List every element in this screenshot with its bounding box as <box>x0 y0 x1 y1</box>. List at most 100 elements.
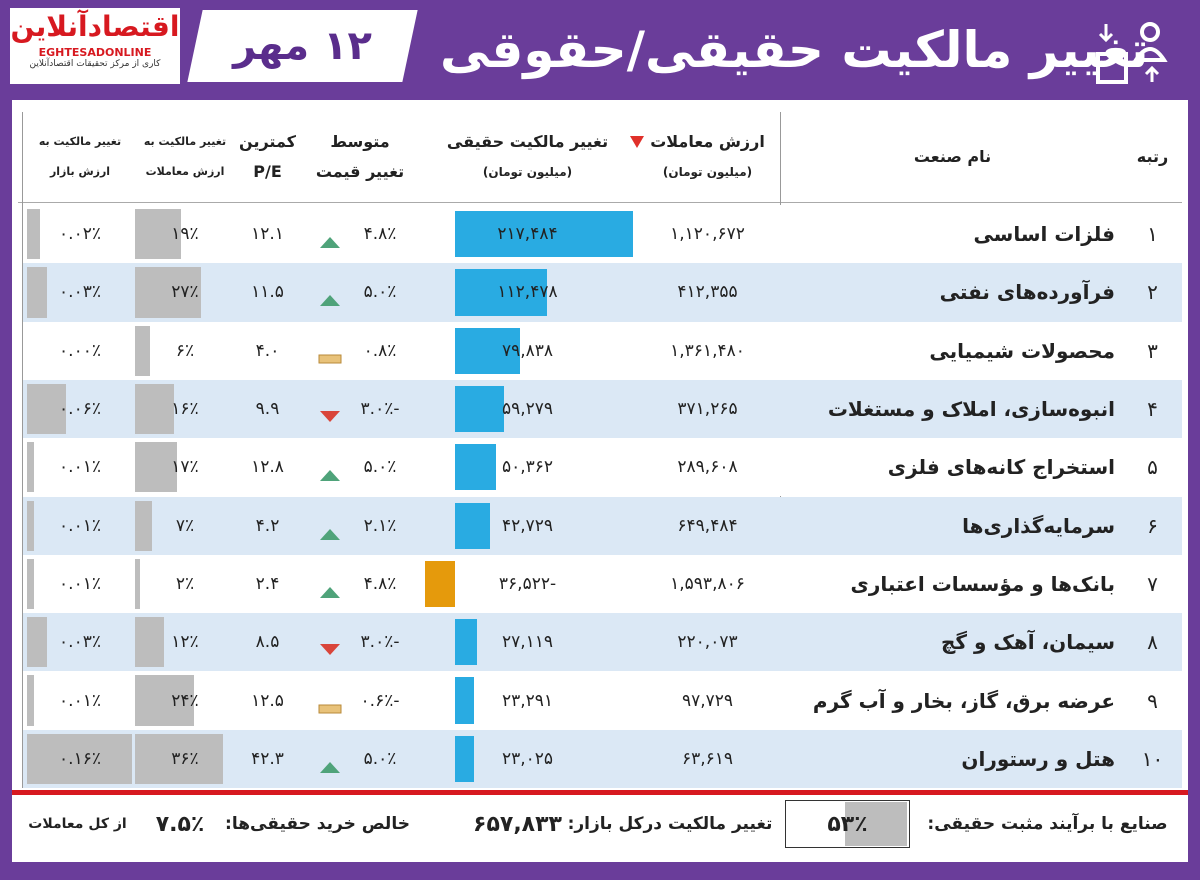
change-to-trade: ۲۷٪ <box>171 282 199 303</box>
change-to-trade: ۷٪ <box>175 515 195 536</box>
change-to-market: ۰.۰۱٪ <box>59 573 101 594</box>
real-change: ۲۷,۱۱۹ <box>501 632 554 653</box>
change-to-trade: ۶٪ <box>175 340 195 361</box>
change-to-market: ۰.۰۱٪ <box>59 515 101 536</box>
avg-price-change: ۵.۰٪ <box>363 282 397 303</box>
trend-icon <box>318 467 342 483</box>
positive-bar <box>845 802 907 846</box>
column-header: رتبه <box>1125 112 1180 202</box>
real-change: ۲۱۷,۴۸۴ <box>497 224 558 245</box>
real-change: ۴۲,۷۲۹ <box>501 515 554 536</box>
trade-value: ۴۱۲,۳۵۵ <box>677 282 738 303</box>
trade-value: ۱,۵۹۳,۸۰۶ <box>670 573 745 594</box>
real-change-bar <box>455 327 521 374</box>
change-to-market: ۰.۰۶٪ <box>59 399 101 420</box>
header-line: P/E <box>253 162 282 181</box>
real-change-bar <box>455 735 474 782</box>
trend-icon <box>318 759 342 775</box>
change-to-trade: ۲٪ <box>175 573 195 594</box>
rank: ۶ <box>1147 513 1158 538</box>
column-rule <box>22 112 23 788</box>
trade-value: ۹۷,۷۲۹ <box>681 690 734 711</box>
avg-price-change: ۵.۰٪ <box>363 457 397 478</box>
positive-value: ۵۳٪ <box>827 811 868 837</box>
trade-value: ۶۴۹,۴۸۴ <box>677 515 738 536</box>
logo: اقتصادآنلاین EGHTESADONLINE کاری از مرکز… <box>10 8 180 84</box>
industry: محصولات شیمیایی <box>929 338 1115 363</box>
trade-ratio-bar <box>135 325 150 376</box>
real-change: ۱۱۲,۴۷۸ <box>497 282 558 303</box>
avg-price-change: -۰.۶٪ <box>360 690 400 711</box>
rank: ۵ <box>1147 455 1158 480</box>
change-to-trade: ۲۴٪ <box>171 690 199 711</box>
trade-ratio-bar <box>135 267 201 318</box>
trend-icon <box>318 292 342 308</box>
title-icon <box>1096 22 1168 84</box>
trend-icon <box>318 351 342 367</box>
header-line: ارزش بازار <box>49 165 111 178</box>
trade-ratio-bar <box>135 675 194 726</box>
header-line: تغییر قیمت <box>315 162 405 181</box>
trade-ratio-bar <box>135 209 182 260</box>
avg-price-change: ۴.۸٪ <box>363 224 397 245</box>
change-to-trade: ۱۷٪ <box>171 457 199 478</box>
industry: بانک‌ها و مؤسسات اعتباری <box>850 571 1115 596</box>
column-header: ارزش معاملات (میلیون تومان) <box>635 112 780 202</box>
change-to-market: ۰.۰۱٪ <box>59 457 101 478</box>
avg-price-change: -۳.۰٪ <box>360 632 400 653</box>
industry: فلزات اساسی <box>973 222 1115 247</box>
real-change: ۵۹,۲۷۹ <box>501 399 554 420</box>
sort-indicator <box>630 136 644 148</box>
real-change: ۵۰,۳۶۲ <box>501 457 554 478</box>
positive-label: صنایع با برآیند مثبت حقیقی: <box>927 814 1168 834</box>
market-ratio-bar <box>27 209 41 260</box>
net-label: خالص خرید حقیقی‌ها: <box>225 814 410 834</box>
min-pe: ۸.۵ <box>255 632 280 653</box>
column-header: متوسط تغییر قیمت <box>300 112 420 202</box>
real-change-bar <box>455 502 490 549</box>
industry: عرضه برق، گاز، بخار و آب گرم <box>812 688 1115 713</box>
trade-ratio-bar <box>135 500 153 551</box>
avg-price-change: ۵.۰٪ <box>363 748 397 769</box>
industry: فرآورده‌های نفتی <box>939 280 1115 305</box>
min-pe: ۴.۲ <box>255 515 280 536</box>
industry: هتل و رستوران <box>961 746 1115 771</box>
row-background <box>23 496 1182 555</box>
real-change-bar <box>455 269 548 316</box>
change-to-market: ۰.۰۱٪ <box>59 690 101 711</box>
trend-icon <box>318 642 342 658</box>
real-change-bar <box>455 444 497 491</box>
market-ratio-bar <box>27 558 34 610</box>
min-pe: ۱۲.۸ <box>251 457 284 478</box>
rank: ۷ <box>1147 571 1158 596</box>
change-to-market: ۰.۰۳٪ <box>59 282 101 303</box>
min-pe: ۲.۴ <box>255 573 280 594</box>
column-header: کمترین P/E <box>235 112 300 202</box>
header-line: (میلیون تومان) <box>482 165 573 179</box>
header-line: نام صنعت <box>913 147 992 166</box>
footer-rule <box>12 790 1188 795</box>
trade-ratio-bar <box>135 617 165 668</box>
real-change-bar <box>455 211 633 258</box>
trend-icon <box>318 701 342 717</box>
trade-value: ۲۸۹,۶۰۸ <box>677 457 738 478</box>
real-change-bar <box>425 560 455 608</box>
market-ratio-bar <box>27 675 34 726</box>
trade-value: ۶۳,۶۱۹ <box>681 748 734 769</box>
logo-latin: EGHTESADONLINE <box>38 46 152 59</box>
rank: ۱ <box>1147 222 1158 247</box>
header-line: ارزش معاملات <box>650 132 765 151</box>
market-ratio-bar <box>27 383 67 435</box>
column-header: نام صنعت <box>780 112 1125 202</box>
row-background <box>23 379 1182 439</box>
trade-value: ۳۷۱,۲۶۵ <box>677 399 738 420</box>
header-line: تغییر مالکیت به <box>143 135 227 148</box>
avg-price-change: ۰.۸٪ <box>363 340 397 361</box>
trend-icon <box>318 234 342 250</box>
trade-ratio-bar <box>135 442 177 493</box>
rank: ۲ <box>1147 280 1158 305</box>
min-pe: ۴۲.۳ <box>251 748 284 769</box>
row-background <box>23 554 1182 614</box>
min-pe: ۱۲.۵ <box>251 690 284 711</box>
